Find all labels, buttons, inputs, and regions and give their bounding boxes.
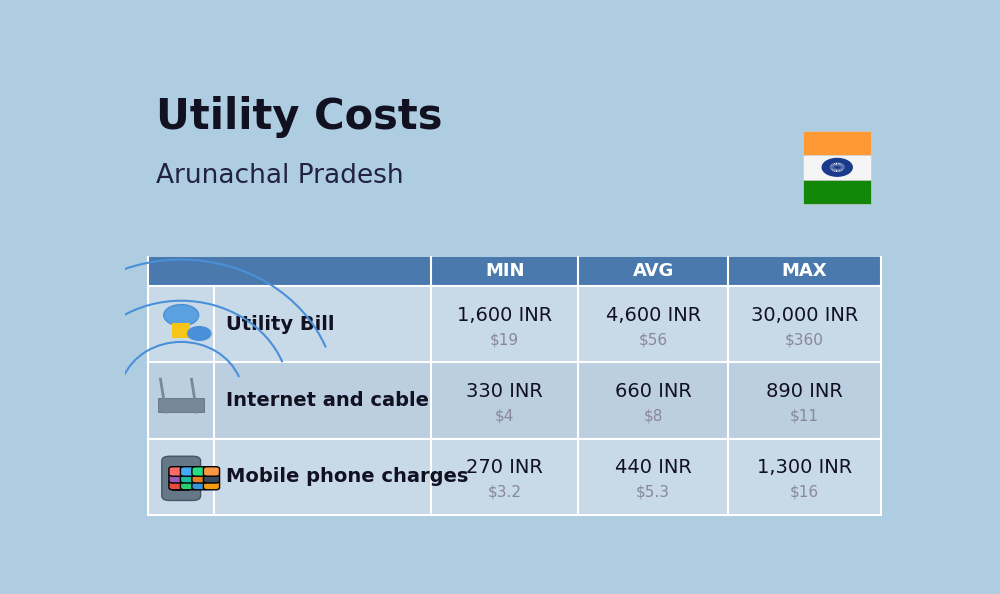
Bar [172, 467, 190, 491]
FancyBboxPatch shape [203, 473, 220, 483]
FancyBboxPatch shape [169, 467, 185, 476]
Text: $360: $360 [785, 332, 824, 347]
Text: 1,300 INR: 1,300 INR [757, 458, 852, 477]
Bar [803, 131, 871, 155]
Text: 330 INR: 330 INR [466, 382, 543, 401]
FancyBboxPatch shape [192, 481, 208, 490]
FancyBboxPatch shape [180, 473, 197, 483]
Text: MIN: MIN [485, 263, 524, 280]
Text: 4,600 INR: 4,600 INR [606, 306, 701, 325]
Circle shape [164, 305, 198, 325]
Text: AVG: AVG [632, 263, 674, 280]
Text: $16: $16 [790, 485, 819, 500]
FancyBboxPatch shape [169, 473, 185, 483]
Bar [148, 257, 881, 286]
Bar [803, 179, 871, 204]
Text: 30,000 INR: 30,000 INR [751, 306, 858, 325]
Text: $5.3: $5.3 [636, 485, 670, 500]
Bar [172, 323, 190, 338]
FancyBboxPatch shape [162, 456, 201, 501]
Bar [158, 399, 204, 412]
Text: 270 INR: 270 INR [466, 458, 543, 477]
FancyBboxPatch shape [203, 467, 220, 476]
Text: 660 INR: 660 INR [615, 382, 692, 401]
Text: $3.2: $3.2 [488, 485, 522, 500]
FancyBboxPatch shape [169, 481, 185, 490]
Text: MAX: MAX [781, 263, 827, 280]
Circle shape [822, 159, 852, 176]
FancyBboxPatch shape [192, 467, 208, 476]
Text: $56: $56 [639, 332, 668, 347]
Bar [148, 362, 881, 439]
Text: $19: $19 [490, 332, 519, 347]
Text: 1,600 INR: 1,600 INR [457, 306, 552, 325]
Text: 440 INR: 440 INR [615, 458, 692, 477]
Bar [803, 155, 871, 179]
Text: $8: $8 [643, 408, 663, 424]
FancyBboxPatch shape [203, 481, 220, 490]
Bar [148, 439, 881, 515]
Text: $11: $11 [790, 408, 819, 424]
Text: $4: $4 [495, 408, 514, 424]
Circle shape [830, 163, 844, 171]
Text: Mobile phone charges: Mobile phone charges [226, 467, 468, 486]
Text: Internet and cable: Internet and cable [226, 391, 429, 410]
Text: 890 INR: 890 INR [766, 382, 843, 401]
Circle shape [188, 327, 211, 340]
FancyBboxPatch shape [192, 473, 208, 483]
Text: Arunachal Pradesh: Arunachal Pradesh [156, 163, 404, 189]
Text: Utility Costs: Utility Costs [156, 96, 442, 138]
Text: Utility Bill: Utility Bill [226, 315, 334, 334]
Bar [148, 286, 881, 362]
FancyBboxPatch shape [180, 481, 197, 490]
FancyBboxPatch shape [180, 467, 197, 476]
